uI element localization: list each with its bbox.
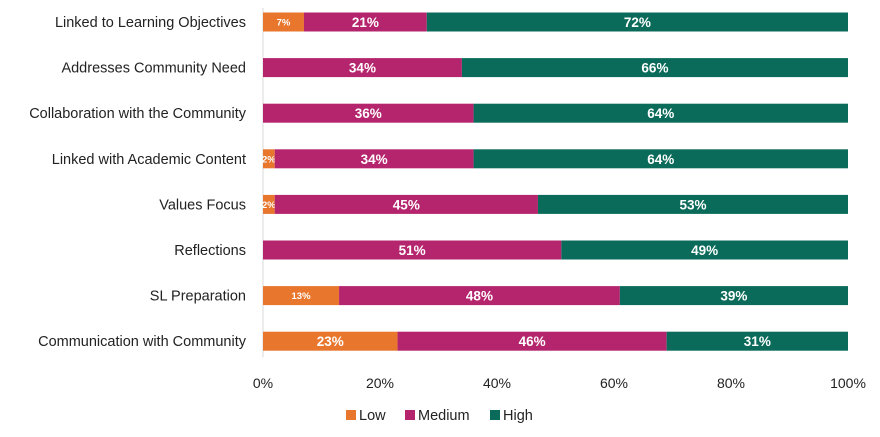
bar-segment-high [461,58,848,78]
data-label: 23% [317,334,344,349]
bar-segment-high [561,240,848,260]
bar-segment-low [263,12,304,32]
data-label: 64% [647,106,674,121]
category-label: Reflections [174,243,246,259]
bar-segment-medium [274,194,538,214]
data-label: 31% [744,334,771,349]
data-label: 53% [679,197,706,212]
data-label: 21% [352,15,379,30]
bar-segment-medium [397,331,667,351]
bar-segment-medium [263,240,562,260]
data-label: 34% [361,152,388,167]
category-label: Linked with Academic Content [52,152,246,168]
category-labels: Linked to Learning Objectives Addresses C… [29,15,247,350]
category-label: Values Focus [159,197,246,213]
data-label: 49% [691,243,718,258]
category-label: SL Preparation [150,289,246,305]
bar-segment-high [666,331,848,351]
data-label: 7% [277,18,291,29]
bar-segment-low [263,286,340,306]
bar-segment-high [619,286,848,306]
data-label: 2% [262,154,276,165]
category-label: Linked to Learning Objectives [55,15,246,31]
data-label: 34% [349,61,376,76]
legend: Low Medium High [346,408,533,424]
data-label: 46% [519,334,546,349]
data-label: 72% [624,15,651,30]
bar-segment-high [473,149,848,169]
category-label: Collaboration with the Community [29,106,247,122]
x-tick-label: 20% [366,375,394,391]
legend-label-medium: Medium [418,408,470,424]
legend-label-low: Low [359,408,386,424]
legend-swatch-medium [405,410,415,420]
x-tick-label: 80% [717,375,745,391]
data-label: 36% [355,106,382,121]
legend-swatch-low [346,410,356,420]
data-label: 13% [292,291,312,302]
bar-segment-medium [274,149,474,169]
data-label: 66% [641,61,668,76]
x-tick-label: 0% [253,375,273,391]
bar-segment-high [473,103,848,123]
bar-segment-low [263,149,275,169]
data-label: 51% [399,243,426,258]
bar-segment-high [426,12,848,32]
bar-segment-medium [303,12,427,32]
bar-segment-medium [339,286,620,306]
x-tick-label: 100% [830,375,866,391]
x-tick-label: 40% [483,375,511,391]
legend-swatch-high [490,410,500,420]
category-label: Communication with Community [38,334,247,350]
data-label: 48% [466,289,493,304]
bar-segment-medium [263,103,474,123]
data-label: 39% [720,289,747,304]
bar-segment-high [537,194,848,214]
category-label: Addresses Community Need [61,61,246,77]
data-label: 64% [647,152,674,167]
bars-group: 7% 21% 72% 34% 66% 36% 64% 2% 34% 64% 2% 45% 53% 51% 4… [262,12,848,351]
x-axis-tick-labels: 0% 20% 40% 60% 80% 100% [253,375,866,391]
data-label: 45% [393,197,420,212]
bar-segment-medium [263,58,462,78]
legend-label-high: High [503,408,533,424]
x-tick-label: 60% [600,375,628,391]
data-label: 2% [262,200,276,211]
bar-segment-low [263,331,398,351]
bar-segment-low [263,194,275,214]
